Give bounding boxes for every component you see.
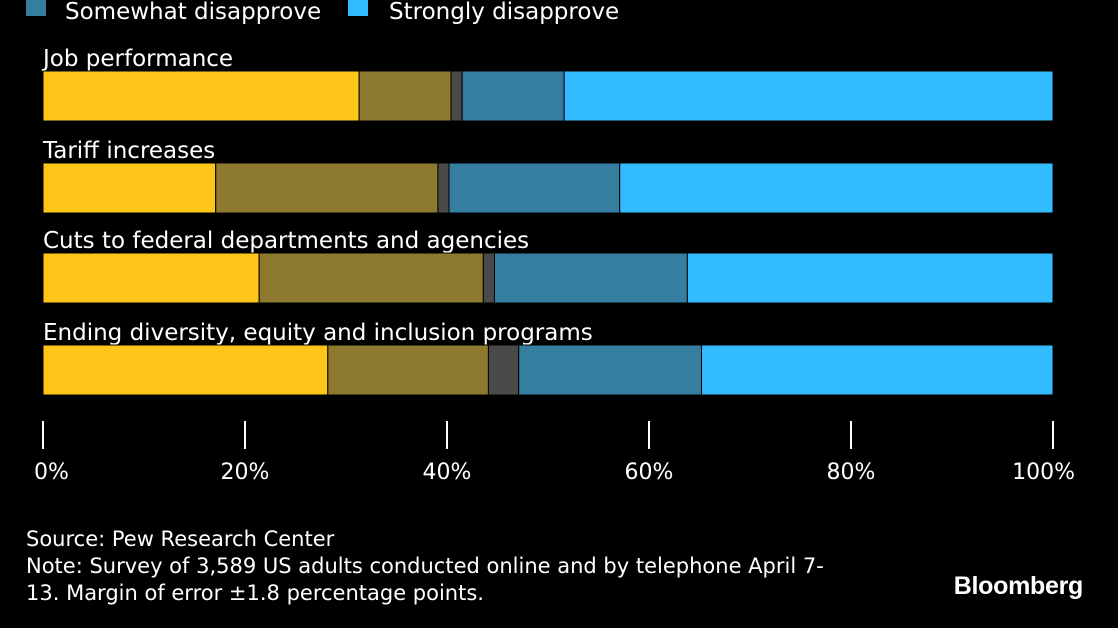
bar-group: Cuts to federal departments and agencies	[42, 228, 1054, 304]
note-text-line-2: 13. Margin of error ±1.8 percentage poin…	[26, 581, 484, 605]
category-label: Cuts to federal departments and agencies	[43, 228, 529, 254]
x-axis: 0% 20% 40% 60% 80% 100%	[34, 421, 1075, 485]
bar-segment	[518, 344, 703, 396]
bar-segment	[482, 252, 495, 304]
bar-group: Ending diversity, equity and inclusion p…	[42, 320, 1054, 396]
x-tick-label: 100%	[1012, 460, 1075, 485]
legend-swatch	[26, 0, 46, 16]
category-label: Job performance	[41, 46, 233, 72]
bar-group: Tariff increases	[42, 138, 1054, 214]
note-text-line-1: Note: Survey of 3,589 US adults conducte…	[26, 554, 824, 578]
chart-footer: Source: Pew Research Center Note: Survey…	[26, 526, 824, 607]
bar-segment	[461, 70, 565, 122]
bar-group: Job performance	[41, 46, 1054, 122]
bar-segment	[42, 252, 260, 304]
bar-segment	[327, 344, 489, 396]
bar-segment	[42, 162, 217, 214]
legend-label: Somewhat disapprove	[65, 0, 321, 25]
bar-segment	[701, 344, 1054, 396]
bar-segment	[215, 162, 439, 214]
bloomberg-logo: Bloomberg	[953, 572, 1084, 600]
bar-segment	[437, 162, 450, 214]
chart-legend: Somewhat disapprove Strongly disapprove	[26, 0, 619, 25]
bar-groups: Job performance Tariff increases Cuts to f…	[41, 46, 1054, 396]
bar-segment	[258, 252, 484, 304]
x-tick-label: 80%	[827, 460, 876, 485]
bar-segment	[42, 344, 329, 396]
bar-segment	[42, 70, 360, 122]
bar-segment	[450, 70, 463, 122]
x-tick-label: 20%	[221, 460, 270, 485]
legend-swatch	[348, 0, 368, 16]
x-tick-label: 60%	[625, 460, 674, 485]
legend-label: Strongly disapprove	[389, 0, 619, 25]
x-tick-label: 40%	[423, 460, 472, 485]
bar-segment	[493, 252, 688, 304]
bar-segment	[487, 344, 520, 396]
source-text: Source: Pew Research Center	[26, 527, 335, 551]
category-label: Ending diversity, equity and inclusion p…	[43, 320, 593, 346]
bar-segment	[686, 252, 1054, 304]
bar-segment	[358, 70, 452, 122]
category-label: Tariff increases	[42, 138, 215, 164]
bar-segment	[563, 70, 1054, 122]
x-tick-label: 0%	[34, 460, 69, 485]
bar-segment	[619, 162, 1054, 214]
bar-segment	[448, 162, 621, 214]
